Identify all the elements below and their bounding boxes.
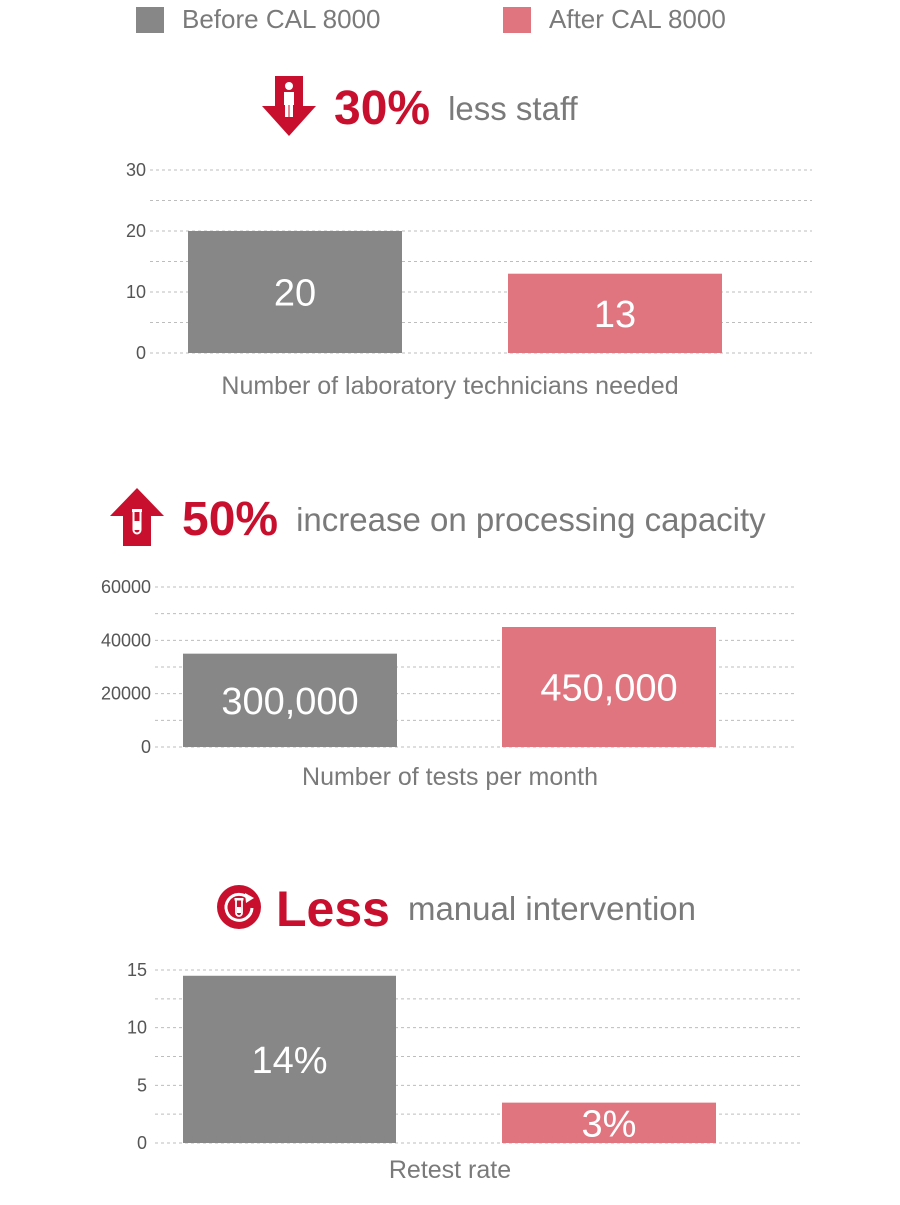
headline-staff: 30% less staff	[262, 76, 578, 141]
x-axis-label: Number of laboratory technicians needed	[221, 372, 679, 400]
legend-label-after: After CAL 8000	[549, 4, 726, 34]
bar-before	[188, 231, 402, 353]
y-tick-label: 60000	[101, 577, 151, 597]
y-tick-label: 30	[126, 160, 146, 180]
headline-percent: 50%	[182, 493, 279, 546]
bar-before	[183, 975, 396, 1143]
legend-swatch-before	[136, 6, 164, 33]
headline-text: increase on processing capacity	[296, 500, 766, 538]
down-arrow-person-icon	[262, 76, 316, 141]
y-tick-label: 10	[127, 1018, 147, 1038]
legend-item-after: After CAL 8000	[503, 4, 726, 35]
bar-before	[183, 653, 397, 747]
bar-data-label: 300,000	[221, 681, 358, 723]
y-tick-label: 20	[126, 221, 146, 241]
y-tick-label: 5	[137, 1075, 147, 1095]
y-tick-label: 40000	[101, 630, 151, 650]
legend-item-before: Before CAL 8000	[136, 4, 381, 35]
circular-arrow-test-tube-icon	[216, 884, 262, 935]
y-tick-label: 0	[141, 737, 151, 757]
headline-text: manual intervention	[407, 890, 696, 927]
legend-label-before: Before CAL 8000	[182, 4, 381, 34]
x-axis-label: Number of tests per month	[302, 763, 598, 791]
y-tick-label: 20000	[101, 684, 151, 704]
bar-data-label: 3%	[582, 1103, 637, 1145]
bar-after	[502, 627, 716, 747]
bar-data-label: 13	[594, 294, 636, 336]
headline-percent: 30%	[334, 82, 431, 135]
bar-data-label: 20	[274, 273, 316, 315]
y-tick-label: 0	[137, 1133, 147, 1153]
chart-retest: 0 5 10 15 14% 3%	[127, 960, 800, 1153]
up-arrow-test-tube-icon	[110, 488, 164, 551]
chart-staff: 0 10 20 30 20 13	[126, 160, 812, 363]
y-tick-label: 10	[126, 282, 146, 302]
headline-capacity: 50% increase on processing capacity	[110, 488, 766, 551]
headline-text: less staff	[448, 89, 578, 127]
bar-data-label: 14%	[251, 1040, 327, 1082]
headline-word: Less	[276, 881, 390, 937]
bar-after	[502, 1102, 716, 1143]
bar-after	[508, 273, 722, 353]
x-axis-label: Retest rate	[388, 1156, 512, 1184]
y-tick-label: 0	[136, 343, 146, 363]
headline-intervention: Less manual intervention	[216, 880, 696, 938]
bar-data-label: 450,000	[540, 668, 677, 710]
chart-tests: 0 20000 40000 60000 300,000 450,000	[101, 577, 797, 757]
legend-swatch-after	[503, 6, 531, 33]
y-tick-label: 15	[127, 960, 147, 980]
